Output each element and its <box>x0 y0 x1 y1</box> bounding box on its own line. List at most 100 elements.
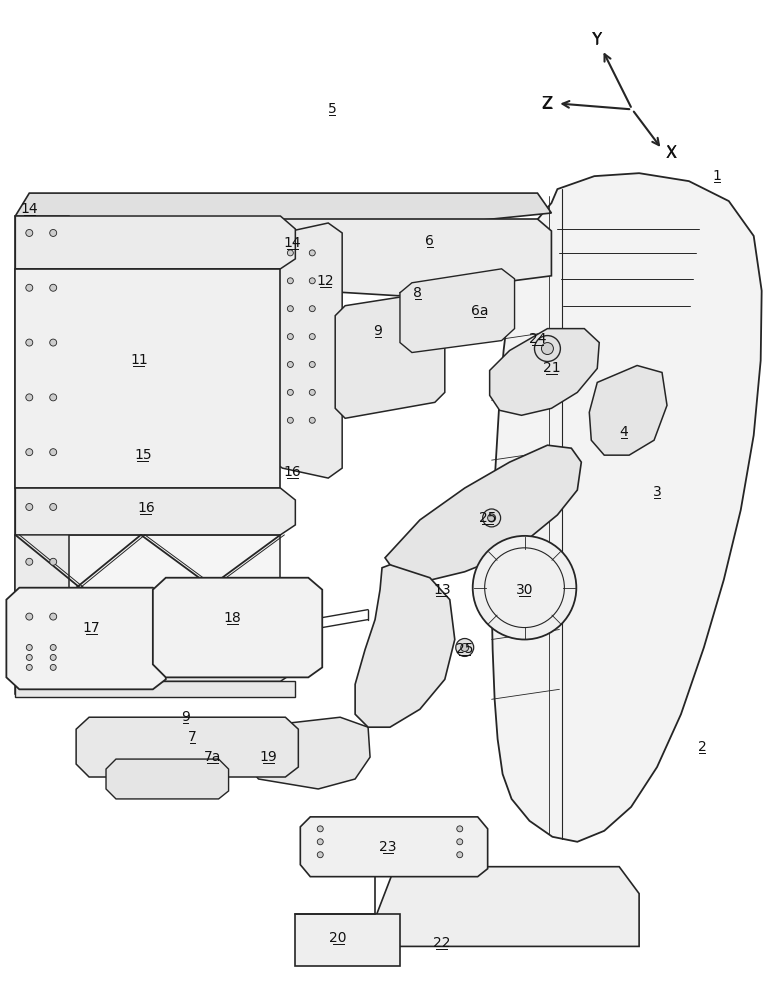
Circle shape <box>317 839 323 845</box>
Text: X: X <box>665 146 676 161</box>
Text: 6a: 6a <box>471 304 488 318</box>
Text: Y: Y <box>591 31 601 49</box>
Text: 9: 9 <box>373 324 383 338</box>
Circle shape <box>309 250 316 256</box>
Text: 4: 4 <box>620 425 629 439</box>
Text: 24: 24 <box>529 332 546 346</box>
Circle shape <box>26 394 33 401</box>
Polygon shape <box>6 588 166 689</box>
Circle shape <box>473 536 576 640</box>
Circle shape <box>541 343 554 355</box>
Circle shape <box>50 654 56 660</box>
Polygon shape <box>335 293 445 418</box>
Text: 6: 6 <box>426 234 434 248</box>
Circle shape <box>50 644 56 650</box>
Text: 19: 19 <box>259 750 277 764</box>
Text: 21: 21 <box>543 361 560 375</box>
Polygon shape <box>16 488 295 535</box>
Circle shape <box>309 306 316 312</box>
Circle shape <box>457 826 462 832</box>
Text: 7: 7 <box>188 730 197 744</box>
Text: 7a: 7a <box>204 750 221 764</box>
Text: 11: 11 <box>130 353 148 367</box>
Circle shape <box>309 389 316 395</box>
Polygon shape <box>16 269 280 488</box>
Text: 8: 8 <box>413 286 423 300</box>
Text: 14: 14 <box>20 202 38 216</box>
Polygon shape <box>490 329 599 415</box>
Text: 12: 12 <box>316 274 334 288</box>
Circle shape <box>534 336 561 361</box>
Polygon shape <box>400 269 515 353</box>
Polygon shape <box>16 681 295 697</box>
Polygon shape <box>153 578 323 677</box>
Text: Z: Z <box>541 96 551 111</box>
Circle shape <box>457 852 462 858</box>
Text: 25: 25 <box>456 642 473 656</box>
Text: 5: 5 <box>328 102 337 116</box>
Polygon shape <box>375 867 639 946</box>
Circle shape <box>50 664 56 670</box>
Text: 25: 25 <box>479 511 497 525</box>
Polygon shape <box>76 717 298 777</box>
Circle shape <box>457 839 462 845</box>
Circle shape <box>317 826 323 832</box>
Circle shape <box>456 639 474 656</box>
Circle shape <box>26 503 33 510</box>
Polygon shape <box>355 565 455 727</box>
Text: Y: Y <box>592 32 601 47</box>
Polygon shape <box>16 216 295 269</box>
Text: 13: 13 <box>433 583 451 597</box>
Polygon shape <box>106 759 229 799</box>
Polygon shape <box>16 638 295 681</box>
Text: 20: 20 <box>330 931 347 945</box>
Text: 14: 14 <box>284 236 301 250</box>
Polygon shape <box>491 173 761 842</box>
Circle shape <box>26 558 33 565</box>
Circle shape <box>50 449 57 456</box>
Circle shape <box>50 394 57 401</box>
Circle shape <box>26 229 33 236</box>
Text: 23: 23 <box>380 840 397 854</box>
Text: 1: 1 <box>712 169 722 183</box>
Circle shape <box>483 509 501 527</box>
Circle shape <box>309 361 316 367</box>
Circle shape <box>309 278 316 284</box>
Circle shape <box>27 654 32 660</box>
Polygon shape <box>16 216 70 694</box>
Circle shape <box>26 284 33 291</box>
Circle shape <box>50 339 57 346</box>
Text: 16: 16 <box>137 501 155 515</box>
Text: 22: 22 <box>433 936 451 950</box>
Circle shape <box>287 278 294 284</box>
Polygon shape <box>295 914 400 966</box>
Circle shape <box>309 417 316 423</box>
Text: 17: 17 <box>82 621 100 635</box>
Polygon shape <box>269 223 342 478</box>
Text: Z: Z <box>540 95 552 113</box>
Text: 16: 16 <box>284 465 301 479</box>
Polygon shape <box>219 219 551 296</box>
Text: 15: 15 <box>134 448 152 462</box>
Circle shape <box>287 250 294 256</box>
Circle shape <box>27 644 32 650</box>
Circle shape <box>50 284 57 291</box>
Circle shape <box>27 664 32 670</box>
Circle shape <box>461 643 469 651</box>
Circle shape <box>287 417 294 423</box>
Circle shape <box>287 334 294 340</box>
Text: 2: 2 <box>697 740 706 754</box>
Polygon shape <box>590 365 667 455</box>
Text: X: X <box>665 144 676 162</box>
Circle shape <box>50 558 57 565</box>
Circle shape <box>487 514 496 522</box>
Polygon shape <box>248 717 370 789</box>
Polygon shape <box>385 445 581 580</box>
Text: 18: 18 <box>223 611 241 625</box>
Circle shape <box>287 361 294 367</box>
Polygon shape <box>16 193 551 239</box>
Circle shape <box>50 229 57 236</box>
Circle shape <box>26 613 33 620</box>
Circle shape <box>287 389 294 395</box>
Circle shape <box>50 613 57 620</box>
